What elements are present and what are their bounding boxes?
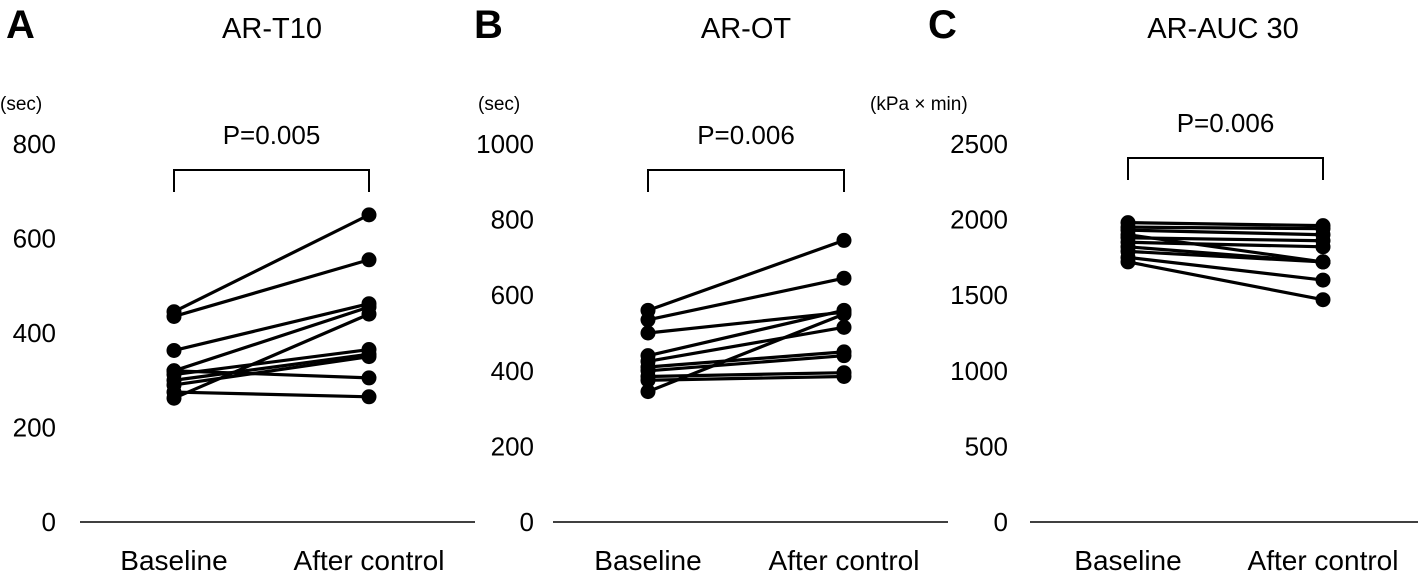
panel-letter: C [928,3,957,47]
data-point-baseline-subject-10 [640,384,656,400]
p-value-label: P=0.006 [1177,108,1275,138]
data-point-after-subject-7 [361,349,377,365]
data-point-after-subject-9 [361,306,377,322]
data-point-after-subject-8 [361,389,377,405]
chart-title: AR-AUC 30 [1147,13,1299,45]
series-line-subject-2 [1127,225,1324,231]
y-tick-label: 0 [520,507,534,537]
series-line-subject-7 [647,354,845,373]
series-line-subject-4 [647,308,845,358]
data-point-baseline-subject-2 [640,312,656,328]
y-tick-label: 0 [42,507,56,537]
series-line-subject-9 [173,312,370,400]
series-line-subject-5 [647,325,845,363]
series-line-subject-10 [173,369,370,380]
y-tick-label: 200 [491,431,534,461]
significance-bracket [647,169,845,192]
series-line-subject-1 [1127,221,1324,228]
data-point-after-subject-9 [1315,272,1331,288]
y-tick-label: 2000 [950,205,1008,235]
data-point-after-subject-1 [361,207,377,223]
series-line-subject-4 [173,305,370,373]
data-point-baseline-subject-3 [640,325,656,341]
data-point-after-subject-10 [836,306,852,322]
x-category-label: Baseline [594,545,701,576]
x-category-label: After control [1248,545,1399,576]
series-line-subject-1 [647,238,845,312]
data-point-baseline-subject-10 [166,363,182,379]
significance-bracket [173,169,370,192]
series-line-subject-9 [1127,255,1324,282]
x-category-label: After control [294,545,445,576]
data-point-after-subject-9 [836,368,852,384]
chart-title: AR-T10 [222,13,322,45]
series-line-subject-2 [173,258,370,318]
series-line-subject-10 [647,312,845,394]
x-category-label: Baseline [1074,545,1181,576]
y-tick-label: 1000 [476,129,534,159]
y-tick-label: 800 [13,129,56,159]
series-line-subject-6 [647,350,845,369]
data-point-after-subject-1 [836,232,852,248]
data-point-after-subject-5 [836,319,852,335]
y-tick-label: 400 [13,318,56,348]
data-point-baseline-subject-3 [166,342,182,358]
series-line-subject-10 [1127,260,1324,302]
y-tick-label: 600 [491,280,534,310]
p-value-label: P=0.005 [223,120,321,150]
data-point-after-subject-8 [1315,254,1331,270]
y-tick-label: 400 [491,356,534,386]
data-point-after-subject-10 [361,370,377,386]
series-line-subject-6 [1127,240,1324,249]
x-category-label: After control [769,545,920,576]
data-point-after-subject-6 [1315,239,1331,255]
series-line-subject-5 [1127,236,1324,243]
y-axis-unit: (sec) [0,94,42,115]
y-tick-label: 2500 [950,129,1008,159]
series-line-subject-2 [647,276,845,322]
chart-title: AR-OT [701,13,792,45]
data-point-after-subject-2 [361,252,377,268]
y-tick-label: 1000 [950,356,1008,386]
series-line-subject-8 [647,371,845,379]
series-line-subject-1 [173,213,370,314]
y-axis-unit: (sec) [478,94,520,115]
x-category-label: Baseline [120,545,227,576]
data-point-after-subject-10 [1315,292,1331,308]
data-point-baseline-subject-9 [166,390,182,406]
y-tick-label: 600 [13,224,56,254]
y-axis-unit: (kPa × min) [870,94,968,115]
y-tick-label: 200 [13,413,56,443]
series-line-subject-3 [647,310,845,335]
panel-letter: A [6,3,35,47]
y-tick-label: 0 [994,507,1008,537]
y-tick-label: 1500 [950,280,1008,310]
data-point-after-subject-7 [836,348,852,364]
data-point-after-subject-2 [836,270,852,286]
data-point-baseline-subject-9 [640,372,656,388]
data-point-baseline-subject-2 [166,308,182,324]
series-line-subject-7 [173,355,370,387]
y-tick-label: 500 [965,431,1008,461]
series-line-subject-6 [173,352,370,382]
series-line-subject-3 [173,302,370,353]
data-point-baseline-subject-10 [1120,254,1136,270]
series-line-subject-8 [1127,249,1324,264]
series-line-subject-3 [1127,228,1324,237]
significance-bracket [1127,157,1324,180]
y-tick-label: 800 [491,205,534,235]
series-line-subject-8 [173,390,370,399]
p-value-label: P=0.006 [697,120,795,150]
panel-letter: B [474,3,503,47]
